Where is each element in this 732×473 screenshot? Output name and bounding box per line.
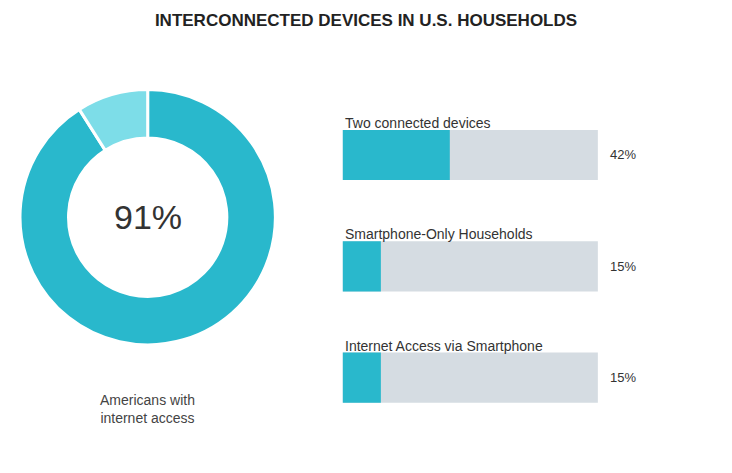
svg-text:Americans withinternet access: Americans withinternet access xyxy=(100,392,195,426)
svg-text:91%: 91% xyxy=(114,198,182,236)
svg-text:15%: 15% xyxy=(610,259,636,274)
svg-text:Smartphone-Only Households: Smartphone-Only Households xyxy=(345,226,533,242)
svg-text:Two connected devices: Two connected devices xyxy=(345,115,491,131)
svg-text:INTERCONNECTED DEVICES IN U.S.: INTERCONNECTED DEVICES IN U.S. HOUSEHOLD… xyxy=(155,11,577,30)
svg-text:42%: 42% xyxy=(610,147,636,162)
svg-text:Internet Access via Smartphone: Internet Access via Smartphone xyxy=(345,338,543,354)
svg-text:15%: 15% xyxy=(610,370,636,385)
